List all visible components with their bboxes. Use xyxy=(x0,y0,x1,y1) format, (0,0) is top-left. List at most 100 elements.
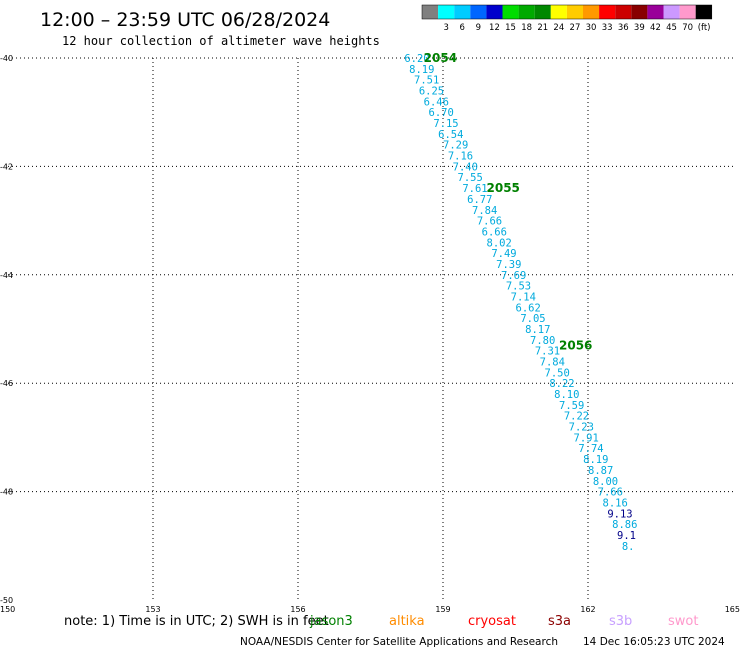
wave-height-value: 8. xyxy=(622,541,635,553)
pass-number-label: 2055 xyxy=(487,181,520,195)
legend-swatch xyxy=(631,5,648,19)
legend-tick-label: 24 xyxy=(553,23,564,33)
x-tick-label: 159 xyxy=(435,605,450,614)
wave-height-value: 7.91 xyxy=(574,432,599,444)
legend-unit: (ft) xyxy=(698,23,711,33)
wave-height-value: 7.55 xyxy=(458,172,483,184)
wave-height-value: 7.66 xyxy=(598,487,623,499)
wave-height-value: 7.39 xyxy=(496,259,521,271)
wave-height-value: 8.22 xyxy=(549,378,574,390)
legend-swatch xyxy=(583,5,600,19)
wave-height-value: 6.62 xyxy=(516,302,541,314)
legend-tick-label: 45 xyxy=(666,23,677,33)
y-tick-label: -40 xyxy=(0,54,13,63)
wave-height-value: 6.46 xyxy=(424,96,449,108)
legend-swatch xyxy=(599,5,616,19)
legend-swatch xyxy=(695,5,712,19)
legend-swatch xyxy=(422,5,439,19)
legend-swatch xyxy=(438,5,455,19)
legend-tick-label: 36 xyxy=(618,23,629,33)
legend-tick-label: 12 xyxy=(489,23,500,33)
x-tick-label: 156 xyxy=(290,605,305,614)
wave-height-value: 7.49 xyxy=(491,248,516,260)
wave-height-value: 7.15 xyxy=(433,118,458,130)
legend-swatch xyxy=(663,5,680,19)
legend-swatch xyxy=(647,5,664,19)
legend-swatch xyxy=(470,5,487,19)
chart-subtitle: 12 hour collection of altimeter wave hei… xyxy=(62,34,380,48)
satellite-label: altika xyxy=(389,614,425,629)
satellite-label: s3b xyxy=(609,614,632,629)
wave-height-value: 7.53 xyxy=(506,281,531,293)
y-tick-label: -48 xyxy=(0,488,13,497)
legend-swatch xyxy=(679,5,696,19)
legend-tick-label: 6 xyxy=(460,23,465,33)
legend-swatch xyxy=(550,5,567,19)
wave-height-value: 8.19 xyxy=(409,64,434,76)
y-tick-label: -42 xyxy=(0,162,13,171)
satellite-label: swot xyxy=(668,614,698,629)
wave-height-value: 7.22 xyxy=(564,411,589,423)
wave-height-value: 6.20 xyxy=(404,53,429,65)
wave-height-value: 7.40 xyxy=(453,161,478,173)
legend-tick-label: 18 xyxy=(521,23,532,33)
color-legend: 3 6 9 12 15 18 21 24 27 30 33 36 39 42 45 70 (ft) xyxy=(421,4,713,33)
x-tick-label: 162 xyxy=(580,605,595,614)
legend-swatch xyxy=(486,5,503,19)
legend-tick-label: 42 xyxy=(650,23,661,33)
legend-swatch xyxy=(534,5,551,19)
wave-height-value: 7.29 xyxy=(443,140,468,152)
wave-height-value: 8.17 xyxy=(525,324,550,336)
satellite-legend: jason3 altika cryosat s3a s3b swot xyxy=(309,614,698,629)
legend-swatch xyxy=(502,5,519,19)
wave-height-value: 8.02 xyxy=(487,237,512,249)
wave-height-value: 7.74 xyxy=(578,443,603,455)
wave-height-value: 7.51 xyxy=(414,75,439,87)
wave-height-value: 7.05 xyxy=(520,313,545,325)
wave-height-value: 7.61 xyxy=(462,183,487,195)
x-tick-label: 150 xyxy=(0,605,15,614)
legend-tick-label: 33 xyxy=(602,23,613,33)
wave-height-value: 9.13 xyxy=(607,508,632,520)
legend-frame xyxy=(421,4,713,20)
wave-height-value: 7.23 xyxy=(569,422,594,434)
legend-tick-label: 21 xyxy=(537,23,548,33)
legend-tick-label: 9 xyxy=(476,23,481,33)
wave-height-value: 8.16 xyxy=(603,497,628,509)
footer-credit: NOAA/NESDIS Center for Satellite Applica… xyxy=(240,636,558,648)
wave-height-value: 7.69 xyxy=(501,270,526,282)
wave-height-value: 6.77 xyxy=(467,194,492,206)
wave-height-values: 6.208.197.516.256.466.707.156.547.297.16… xyxy=(404,53,637,553)
legend-tick-label: 39 xyxy=(634,23,645,33)
wave-height-value: 6.66 xyxy=(482,226,507,238)
wave-height-value: 8.00 xyxy=(593,476,618,488)
pass-number-label: 2056 xyxy=(559,338,592,352)
wave-height-value: 6.25 xyxy=(419,86,444,98)
wave-height-value: 8.87 xyxy=(588,465,613,477)
x-tick-label: 153 xyxy=(145,605,160,614)
legend-tick-label: 70 xyxy=(682,23,693,33)
wave-height-value: 7.84 xyxy=(472,205,497,217)
wave-height-value: 7.66 xyxy=(477,216,502,228)
legend-tick-label: 30 xyxy=(586,23,597,33)
y-tick-label: -44 xyxy=(0,271,13,280)
x-tick-label: 165 xyxy=(725,605,740,614)
wave-height-value: 7.31 xyxy=(535,346,560,358)
satellite-label: jason3 xyxy=(309,614,353,629)
wave-height-value: 8.19 xyxy=(583,454,608,466)
legend-tick-label: 27 xyxy=(570,23,581,33)
chart-title: 12:00 – 23:59 UTC 06/28/2024 xyxy=(40,9,330,31)
y-tick-label: -46 xyxy=(0,379,13,388)
wave-height-value: 7.84 xyxy=(540,357,565,369)
y-tick-label: -50 xyxy=(0,596,13,605)
footer-note: note: 1) Time is in UTC; 2) SWH is in fe… xyxy=(64,614,329,629)
wave-height-value: 6.70 xyxy=(429,107,454,119)
satellite-label: s3a xyxy=(548,614,571,629)
pass-number-label: 2054 xyxy=(424,51,457,65)
legend-swatch xyxy=(518,5,535,19)
legend-swatch xyxy=(566,5,583,19)
wave-height-value: 7.59 xyxy=(559,400,584,412)
footer-timestamp: 14 Dec 16:05:23 UTC 2024 xyxy=(583,636,725,648)
